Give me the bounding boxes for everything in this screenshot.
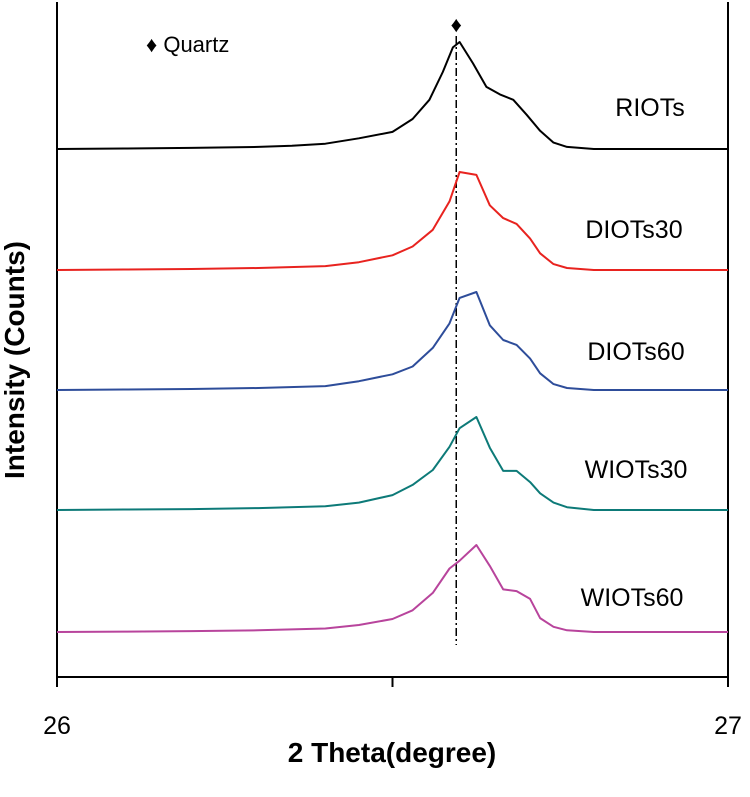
series-labels: RIOTs DIOTs30 DIOTs60 WIOTs30 WIOTs60 bbox=[581, 94, 688, 612]
series-label-wiots60: WIOTs60 bbox=[581, 584, 684, 612]
quartz-reference: ♦ bbox=[451, 12, 462, 645]
series-label-wiots30: WIOTs30 bbox=[585, 456, 688, 484]
x-axis-title: 2 Theta(degree) bbox=[288, 737, 497, 768]
series-line-riots bbox=[56, 41, 728, 150]
series-line-diots60 bbox=[56, 291, 728, 391]
series-label-diots60: DIOTs60 bbox=[587, 338, 684, 366]
quartz-diamond-marker: ♦ bbox=[451, 12, 462, 37]
series-line-diots30 bbox=[56, 171, 728, 271]
y-axis-title: Intensity (Counts) bbox=[0, 241, 30, 479]
quartz-legend-annotation: ♦ Quartz bbox=[146, 32, 229, 57]
series-lines bbox=[56, 41, 728, 633]
series-label-diots30: DIOTs30 bbox=[585, 216, 682, 244]
x-tick-label: 27 bbox=[714, 712, 742, 740]
series-label-riots: RIOTs bbox=[615, 94, 684, 122]
x-ticks: 26 27 bbox=[43, 677, 742, 740]
series-line-wiots30 bbox=[56, 416, 728, 511]
x-tick-label: 26 bbox=[43, 712, 71, 740]
series-line-wiots60 bbox=[56, 544, 728, 633]
